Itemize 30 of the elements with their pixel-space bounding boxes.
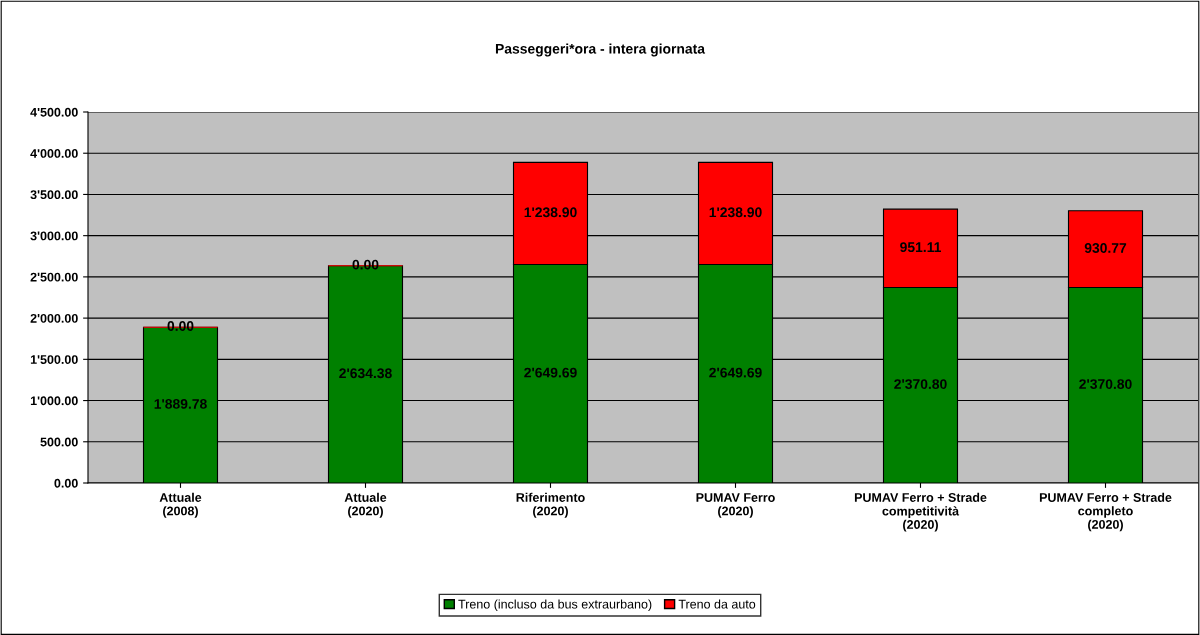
y-tick-label: 2'500.00 <box>30 272 78 282</box>
data-label: 0.00 <box>352 259 379 270</box>
x-tick-label: PUMAV Ferro + Strade completo (2020) <box>1039 492 1172 532</box>
x-tick-label: Riferimento (2020) <box>516 492 585 518</box>
data-label: 1'238.90 <box>709 207 762 218</box>
y-tick-label: 1'500.00 <box>30 355 78 364</box>
data-label: 951.11 <box>900 242 941 253</box>
y-tick-label: 1'000.00 <box>30 396 78 406</box>
data-label: 2'649.69 <box>524 367 577 378</box>
data-label: 2'370.80 <box>894 379 947 390</box>
data-label: 930.77 <box>1084 243 1127 253</box>
x-tick-label: Attuale (2008) <box>159 492 202 518</box>
x-tick-label: PUMAV Ferro (2020) <box>696 493 775 518</box>
y-tick-label: 2'000.00 <box>30 313 78 323</box>
data-label: 1'238.90 <box>524 207 577 218</box>
data-label: 1'889.78 <box>154 398 207 409</box>
x-tick-label: Attuale (2020) <box>344 492 387 518</box>
legend-label: Treno (incluso da bus extraurbano) <box>458 599 652 612</box>
y-tick-label: 500.00 <box>40 437 78 447</box>
data-label: 2'370.80 <box>1079 379 1132 390</box>
y-tick-label: 4'000.00 <box>30 149 78 158</box>
y-tick-label: 3'000.00 <box>30 231 78 241</box>
legend-label: Treno da auto <box>678 599 756 609</box>
data-label: 2'649.69 <box>709 367 762 378</box>
y-tick-label: 0.00 <box>54 478 78 488</box>
x-tick-label: PUMAV Ferro + Strade competitività (2020) <box>854 492 987 532</box>
y-tick-label: 3'500.00 <box>30 190 78 200</box>
chart-title: Passeggeri*ora - intera giornata <box>495 43 706 57</box>
y-tick-label: 4'500.00 <box>30 107 78 117</box>
data-label: 2'634.38 <box>339 368 392 379</box>
